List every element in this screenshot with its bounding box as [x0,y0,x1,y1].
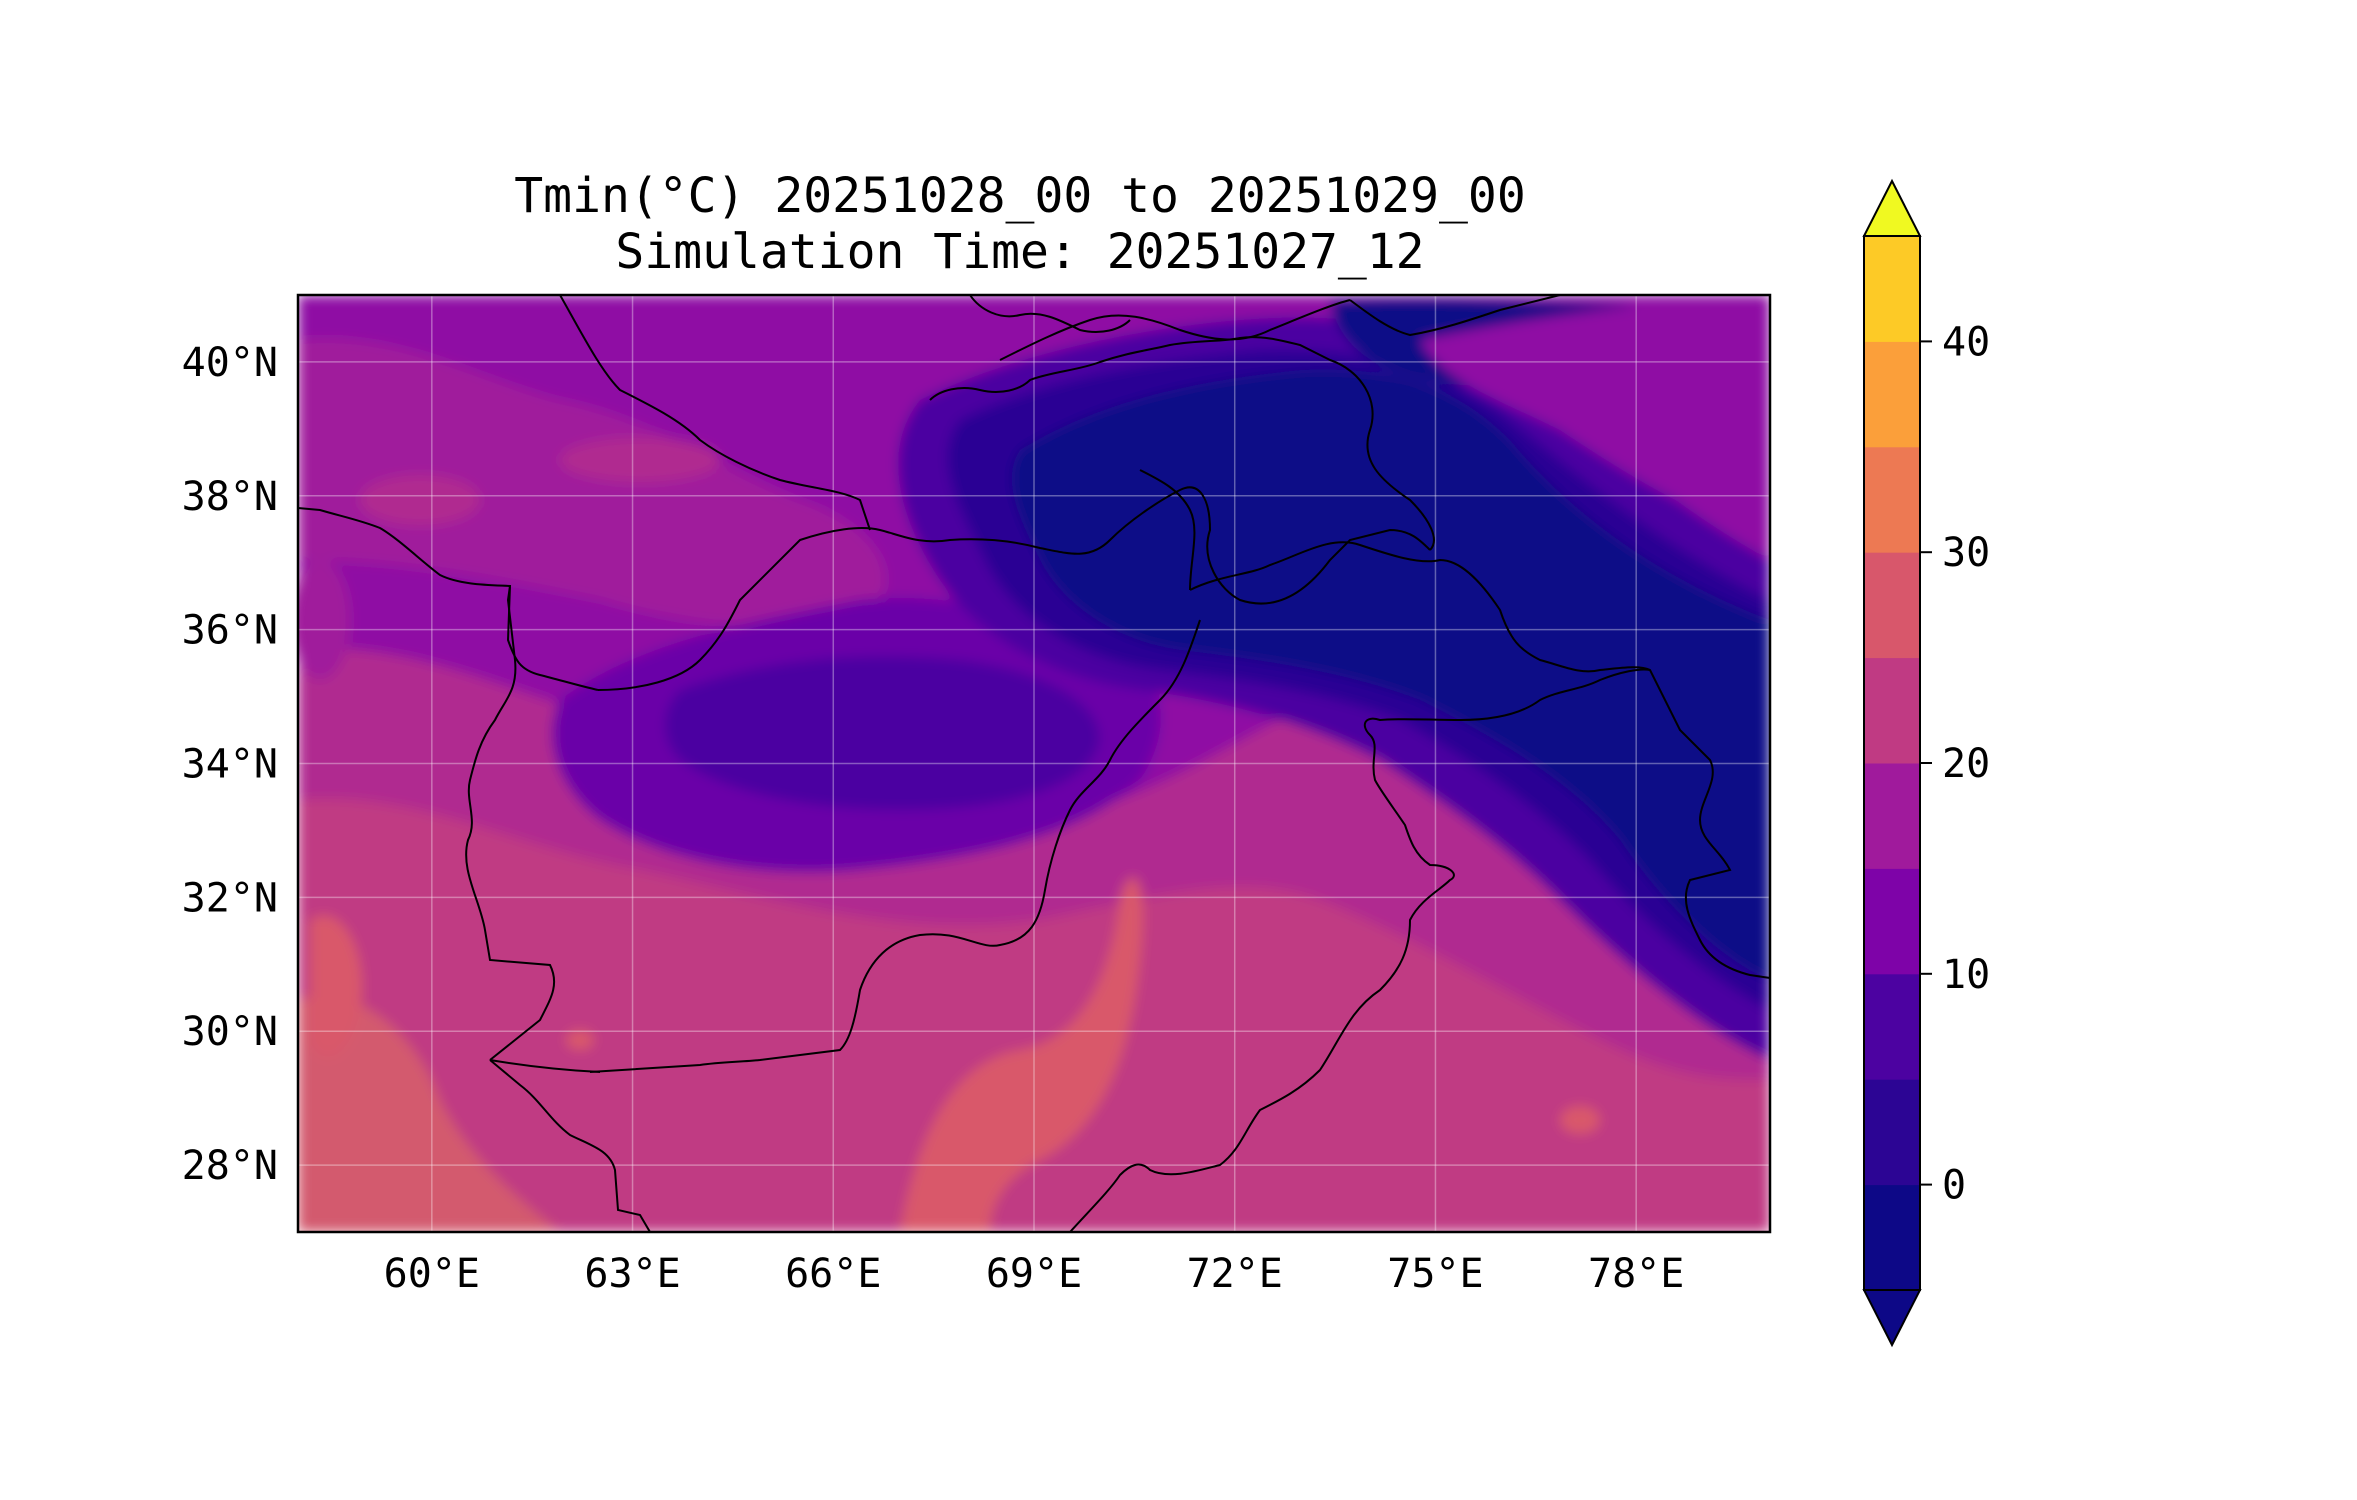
y-tick-label: 34°N [182,742,278,788]
y-tick-label: 28°N [182,1143,278,1189]
y-tick-label: 40°N [182,340,278,386]
colorbar-segment [1864,973,1920,1080]
border-pakistan-east [1069,668,1651,1232]
country-borders [298,295,1770,1232]
border-uzbekistan [559,295,871,531]
colorbar-tick-label: 40 [1942,319,1990,365]
border-pakistan-south [489,1059,601,1073]
colorbar-segment [1864,446,1920,553]
title-line-2: Simulation Time: 20251027_12 [615,224,1424,280]
field-blob-1 [360,475,480,525]
field-central-colder [665,656,1100,810]
x-tick-label: 72°E [1187,1251,1283,1297]
border-afghanistan-west [465,585,556,1061]
border-fergana [969,295,1131,333]
y-tick-label: 32°N [182,875,278,921]
y-tick-label: 38°N [182,474,278,520]
colorbar-tick-label: 30 [1942,530,1990,576]
field-blob-4 [1560,1106,1600,1134]
colorbar-segment [1864,763,1920,869]
field-west-hot [310,915,362,1057]
colorbar-segment [1864,1184,1920,1291]
colorbar-tick-label: 20 [1942,741,1990,787]
colorbar-extend-max [1862,178,1922,237]
colorbar-segment [1864,552,1920,659]
border-afghanistan-east [589,619,1201,1073]
x-axis: 60°E 63°E 66°E 69°E 72°E 75°E 78°E [384,1251,1685,1297]
colorbar-tick-label: 10 [1942,952,1990,998]
y-tick-label: 30°N [182,1009,278,1055]
x-tick-label: 60°E [384,1251,480,1297]
border-pakistan-west [489,1059,651,1232]
border-afghanistan-north [597,486,1431,691]
map-frame [296,293,1772,1234]
temperature-field [298,295,1770,1232]
field-hindu-kush-core [1011,369,1770,980]
field-blob-3 [298,560,350,680]
border-pakistan-china [1139,469,1196,591]
field-blob-2 [560,438,720,482]
field-blob-5 [566,1030,594,1050]
border-china-kyrgyz [1349,295,1561,337]
field-southwest-hot [298,996,560,1232]
colorbar-segment [1864,868,1920,975]
colorbar-segment [1864,657,1920,764]
x-tick-label: 63°E [584,1251,680,1297]
field-tarim-purple [1420,300,1770,540]
x-tick-label: 66°E [785,1251,881,1297]
map-panel [298,295,1770,1232]
colorbar: 0 10 20 30 40 [1862,178,1990,1348]
colorbar-segment [1864,236,1920,342]
border-kyrgyzstan [999,299,1351,361]
border-iran-turkmenistan [298,507,599,691]
field-north-plains [298,338,886,627]
y-axis: 28°N 30°N 32°N 34°N 36°N 38°N 40°N [182,340,278,1189]
x-tick-label: 69°E [986,1251,1082,1297]
field-indus-hot [900,877,1143,1232]
y-tick-label: 36°N [182,608,278,654]
colorbar-segment [1864,341,1920,448]
colorbar-extend-min [1862,1289,1922,1348]
colorbar-segment [1864,1079,1920,1186]
field-south-warmer [298,798,1770,1232]
title-line-1: Tmin(°C) 20251028_00 to 20251029_00 [514,168,1525,224]
x-tick-label: 78°E [1588,1251,1684,1297]
gridlines [298,295,1770,1232]
border-india-china [1189,541,1770,979]
x-tick-label: 75°E [1387,1251,1483,1297]
colorbar-tick-label: 0 [1942,1163,1966,1209]
